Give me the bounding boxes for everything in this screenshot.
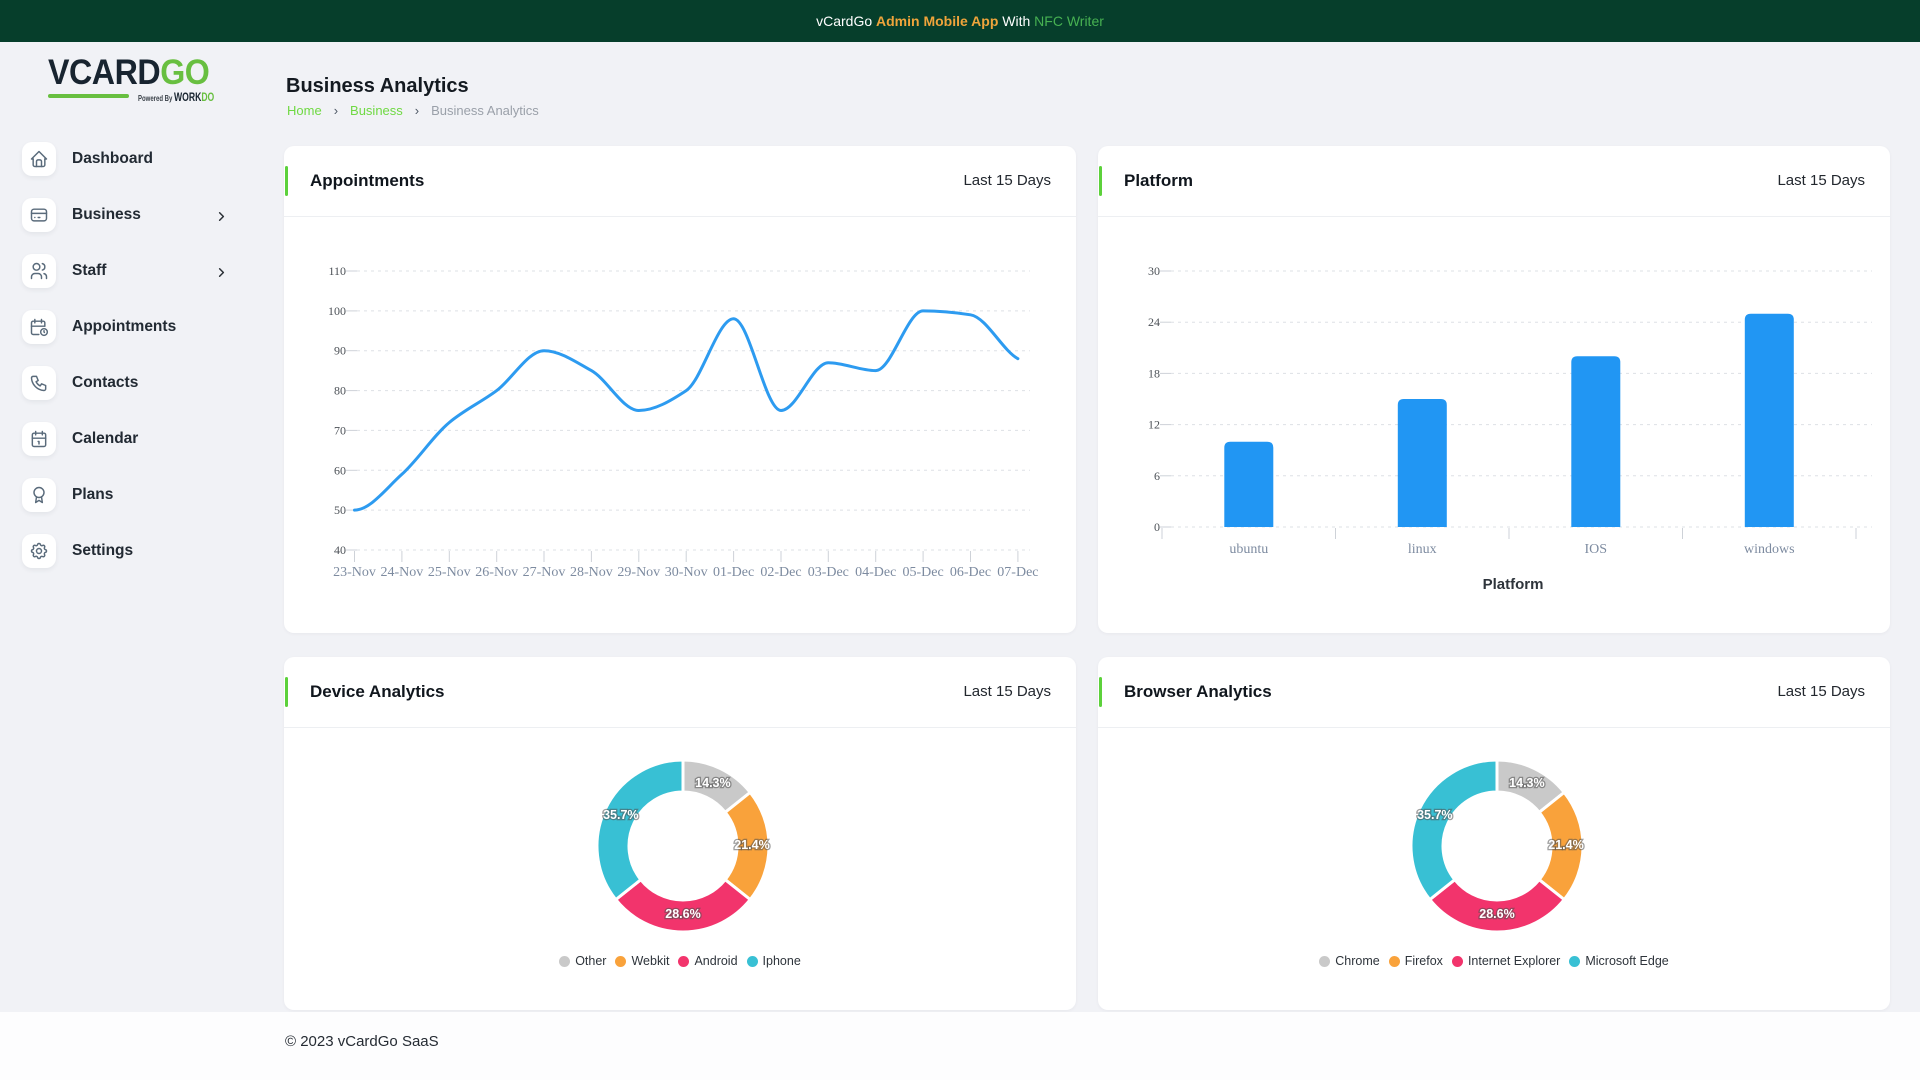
svg-text:6: 6: [1154, 469, 1160, 483]
svg-text:14.3%: 14.3%: [695, 776, 730, 790]
svg-text:100: 100: [328, 304, 346, 318]
svg-text:Platform: Platform: [1483, 576, 1544, 593]
svg-text:27-Nov: 27-Nov: [523, 565, 566, 580]
svg-text:03-Dec: 03-Dec: [808, 565, 849, 580]
svg-text:80: 80: [334, 384, 346, 398]
svg-text:40: 40: [334, 543, 346, 557]
svg-text:24-Nov: 24-Nov: [381, 565, 424, 580]
svg-text:29-Nov: 29-Nov: [617, 565, 660, 580]
svg-text:01-Dec: 01-Dec: [713, 565, 754, 580]
svg-text:0: 0: [1154, 520, 1160, 534]
svg-text:02-Dec: 02-Dec: [760, 565, 801, 580]
svg-text:24: 24: [1148, 315, 1160, 329]
svg-text:linux: linux: [1408, 542, 1437, 557]
svg-text:12: 12: [1148, 418, 1160, 432]
svg-text:26-Nov: 26-Nov: [475, 565, 518, 580]
svg-text:110: 110: [328, 264, 346, 278]
svg-text:21.4%: 21.4%: [734, 838, 769, 852]
svg-text:30: 30: [1148, 264, 1160, 278]
svg-text:07-Dec: 07-Dec: [997, 565, 1038, 580]
svg-text:28-Nov: 28-Nov: [570, 565, 613, 580]
svg-text:21.4%: 21.4%: [1548, 838, 1583, 852]
svg-text:28.6%: 28.6%: [665, 907, 700, 921]
svg-text:23-Nov: 23-Nov: [333, 565, 376, 580]
svg-text:IOS: IOS: [1585, 542, 1608, 557]
svg-text:05-Dec: 05-Dec: [902, 565, 943, 580]
svg-text:04-Dec: 04-Dec: [855, 565, 896, 580]
svg-text:windows: windows: [1744, 542, 1795, 557]
svg-text:50: 50: [334, 503, 346, 517]
svg-text:60: 60: [334, 463, 346, 477]
svg-text:30-Nov: 30-Nov: [665, 565, 708, 580]
svg-text:35.7%: 35.7%: [603, 808, 638, 822]
svg-text:25-Nov: 25-Nov: [428, 565, 471, 580]
svg-text:35.7%: 35.7%: [1417, 808, 1452, 822]
svg-text:70: 70: [334, 423, 346, 437]
svg-text:ubuntu: ubuntu: [1229, 542, 1268, 557]
svg-text:28.6%: 28.6%: [1479, 907, 1514, 921]
svg-text:14.3%: 14.3%: [1509, 776, 1544, 790]
svg-text:06-Dec: 06-Dec: [950, 565, 991, 580]
svg-text:90: 90: [334, 344, 346, 358]
svg-text:18: 18: [1148, 366, 1160, 380]
